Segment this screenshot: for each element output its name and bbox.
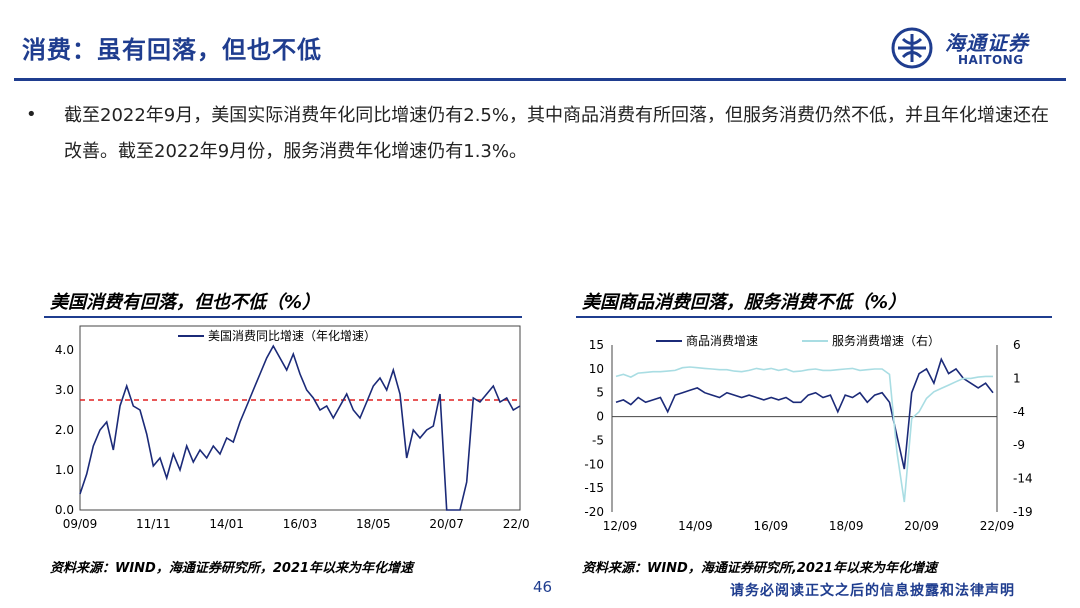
chart1-y-tick-label: 2.0: [55, 423, 74, 437]
bullet-marker: •: [26, 104, 37, 125]
chart2-y-left-tick-label: -5: [592, 433, 604, 447]
chart1-x-tick-label: 16/03: [283, 517, 318, 531]
chart1-y-tick-label: 0.0: [55, 503, 74, 517]
chart2-y-left-tick-label: 10: [589, 362, 604, 376]
chart2-series-line-1: [615, 357, 994, 470]
chart1-title-rule: [44, 316, 522, 318]
chart1-series-line: [79, 344, 521, 511]
chart2-y-right-tick-label: 6: [1013, 338, 1021, 352]
logo-text-cn: 海通证券: [945, 31, 1029, 55]
chart2-title: 美国商品消费回落，服务消费不低（%）: [582, 292, 907, 313]
chart2-svg: 15 10 5 0 -5 -10 -15 -20 6 1 -4 -9 -14 -19 12/09 14/09 1…: [584, 333, 1033, 533]
chart1-svg: 0.0 1.0 2.0 3.0 4.0 09/09 11/11 14/01 16/03 18/05…: [55, 325, 530, 531]
chart1-x-tick-label: 20/07: [429, 517, 464, 531]
chart1-x-tick-label: 11/11: [136, 517, 171, 531]
chart1-title: 美国消费有回落，但也不低（%）: [50, 292, 321, 313]
chart2-y-left-tick-label: -15: [584, 481, 604, 495]
chart1-x-tick-label: 09/09: [63, 517, 98, 531]
chart2-series-line-2: [615, 366, 993, 503]
title-divider: [14, 78, 1066, 81]
chart2-y-right-tick-label: -4: [1013, 405, 1025, 419]
logo-emblem-icon: [891, 27, 933, 69]
page-title: 消费：虽有回落，但也不低: [22, 36, 322, 64]
chart1-y-tick-label: 3.0: [55, 383, 74, 397]
chart1-legend-label: 美国消费同比增速（年化增速）: [208, 329, 376, 343]
chart1-y-tick-label: 4.0: [55, 343, 74, 357]
chart2-y-left-tick-label: 15: [589, 338, 604, 352]
chart1-source: 资料来源：WIND，海通证券研究所，2021年以来为年化增速: [50, 561, 414, 576]
logo-text-en: HAITONG: [958, 53, 1024, 67]
chart2-y-left-tick-label: -20: [584, 505, 604, 519]
chart2-y-right-tick-label: -19: [1013, 505, 1033, 519]
chart2-y-left-tick-label: 0: [596, 410, 604, 424]
chart2-x-tick-label: 12/09: [603, 519, 638, 533]
chart2-x-tick-label: 20/09: [904, 519, 939, 533]
chart1-y-tick-label: 1.0: [55, 463, 74, 477]
chart2-x-tick-label: 22/09: [980, 519, 1015, 533]
bullet-text: 截至2022年9月，美国实际消费年化同比增速仍有2.5%，其中商品消费有所回落，…: [64, 105, 1049, 162]
chart2-x-tick-label: 14/09: [678, 519, 713, 533]
chart2-title-rule: [576, 316, 1052, 318]
chart2-legend-label-1: 商品消费增速: [686, 333, 758, 348]
chart1-x-tick-label: 22/09: [503, 517, 530, 531]
chart2-source: 资料来源：WIND，海通证券研究所,2021年以来为年化增速: [582, 561, 937, 576]
chart1-x-tick-label: 18/05: [356, 517, 391, 531]
page-number: 46: [533, 578, 553, 596]
chart1-x-tick-label: 14/01: [209, 517, 244, 531]
chart2-y-left-tick-label: 5: [596, 386, 604, 400]
chart2-x-tick-label: 18/09: [829, 519, 864, 533]
chart2-y-right-tick-label: 1: [1013, 371, 1021, 385]
chart2-y-left-tick-label: -10: [584, 457, 604, 471]
haitong-logo: [891, 27, 933, 69]
legal-disclaimer: 请务必阅读正文之后的信息披露和法律声明: [730, 583, 1015, 599]
chart2-y-right-tick-label: -9: [1013, 438, 1025, 452]
chart2-y-right-tick-label: -14: [1013, 472, 1033, 486]
chart2-legend-label-2: 服务消费增速（右）: [832, 333, 940, 348]
chart2-x-tick-label: 16/09: [754, 519, 789, 533]
chart1-plot-frame: [79, 325, 521, 511]
